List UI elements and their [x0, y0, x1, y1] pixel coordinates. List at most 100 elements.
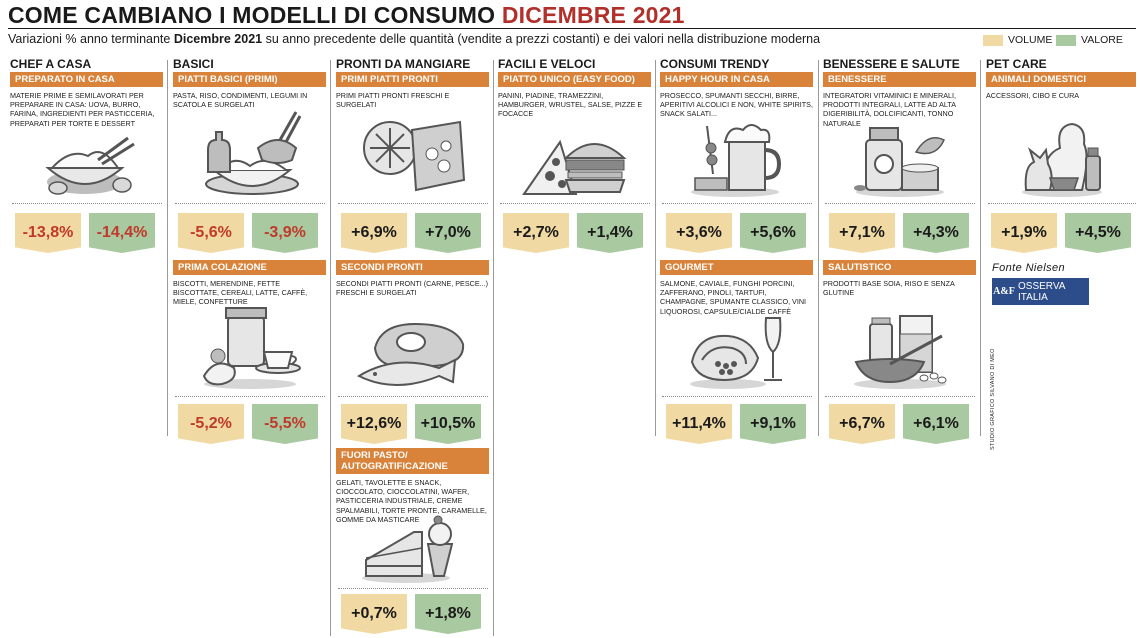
volume-badge-piatti-basici: -5,6% — [178, 213, 244, 253]
page-title: COME CAMBIANO I MODELLI DI CONSUMO DICEM… — [8, 2, 685, 29]
valore-badge-primi-pronti: +7,0% — [415, 213, 481, 253]
legend-volume: VOLUME — [983, 34, 1052, 46]
column-title-chef: CHEF A CASA — [10, 57, 92, 71]
segment-desc-secondi-pronti: SECONDI PIATTI PRONTI (CARNE, PESCE...) … — [336, 279, 489, 298]
segment-label-benessere: BENESSERE — [823, 72, 976, 87]
studio-credit: STUDIO GRAFICO SILVANO DI MEO — [990, 330, 998, 450]
title-main: COME CAMBIANO I MODELLI DI CONSUMO — [8, 2, 502, 28]
soy-milk-icon — [850, 312, 950, 390]
segment-desc-prima-colazione: BISCOTTI, MERENDINE, FETTE BISCOTTATE, C… — [173, 279, 308, 307]
segment-desc-preparato: MATERIE PRIME E SEMILAVORATI PER PREPARA… — [10, 91, 155, 128]
dough-bowl-icon — [40, 130, 140, 198]
column-divider — [818, 60, 819, 436]
column-divider — [330, 60, 331, 636]
column-title-facili: FACILI E VELOCI — [498, 57, 596, 71]
title-rule — [8, 28, 1136, 29]
valore-badge-piatto-unico: +1,4% — [577, 213, 643, 253]
volume-badge-prima-colazione: -5,2% — [178, 404, 244, 444]
column-title-basici: BASICI — [173, 57, 214, 71]
legend-valore-swatch — [1056, 34, 1076, 46]
segment-label-preparato: PREPARATO IN CASA — [10, 72, 163, 87]
legend-volume-label: VOLUME — [1008, 34, 1053, 46]
dotted-separator — [825, 203, 975, 204]
valore-badge-happy-hour: +5,6% — [740, 213, 806, 253]
dotted-separator — [175, 396, 325, 397]
dotted-separator — [988, 203, 1136, 204]
logo-mark: A&F — [993, 279, 1015, 304]
segment-label-gourmet: GOURMET — [660, 260, 813, 275]
segment-desc-benessere: INTEGRATORI VITAMINICI E MINERALI, PRODO… — [823, 91, 956, 128]
volume-badge-primi-pronti: +6,9% — [341, 213, 407, 253]
cake-slice-icon — [360, 514, 460, 584]
legend-volume-swatch — [983, 34, 1003, 46]
frozen-meal-icon — [360, 110, 470, 198]
segment-desc-animali: ACCESSORI, CIBO E CURA — [986, 91, 1080, 100]
volume-badge-fuori-pasto: +0,7% — [341, 594, 407, 634]
logo-text: OSSERVA ITALIA — [1015, 279, 1088, 304]
pasta-plate-icon — [200, 110, 305, 198]
volume-badge-happy-hour: +3,6% — [666, 213, 732, 253]
dotted-separator — [662, 396, 812, 397]
segment-label-animali: ANIMALI DOMESTICI — [986, 72, 1136, 87]
dotted-separator — [338, 396, 488, 397]
segment-label-salutistico: SALUTISTICO — [823, 260, 976, 275]
subtitle-pre: Variazioni % anno terminante — [8, 32, 174, 46]
dotted-separator — [500, 203, 650, 204]
source-label: Fonte Nielsen — [992, 262, 1066, 274]
column-title-pronti: PRONTI DA MANGIARE — [336, 57, 471, 71]
dotted-separator — [12, 203, 162, 204]
valore-badge-benessere: +4,3% — [903, 213, 969, 253]
column-divider — [493, 60, 494, 636]
volume-badge-gourmet: +11,4% — [666, 404, 732, 444]
segment-label-fuori-pasto: FUORI PASTO/ AUTOGRATIFICAZIONE — [336, 448, 489, 474]
segment-label-prima-colazione: PRIMA COLAZIONE — [173, 260, 326, 275]
valore-badge-preparato: -14,4% — [89, 213, 155, 253]
pizza-burger-icon — [520, 128, 630, 198]
volume-badge-preparato: -13,8% — [15, 213, 81, 253]
dotted-separator — [338, 203, 488, 204]
volume-badge-secondi-pronti: +12,6% — [341, 404, 407, 444]
studio-credit-text: STUDIO GRAFICO SILVANO DI MEO — [990, 348, 996, 450]
valore-badge-gourmet: +9,1% — [740, 404, 806, 444]
dotted-separator — [175, 203, 325, 204]
title-accent: DICEMBRE 2021 — [501, 2, 685, 28]
column-title-pet: PET CARE — [986, 57, 1047, 71]
page-subtitle: Variazioni % anno terminante Dicembre 20… — [8, 32, 820, 46]
dotted-separator — [662, 203, 812, 204]
column-divider — [655, 60, 656, 436]
beer-mug-icon — [685, 118, 785, 198]
valore-badge-fuori-pasto: +1,8% — [415, 594, 481, 634]
dog-cat-icon — [1020, 116, 1105, 198]
segment-label-primi-pronti: PRIMI PIATTI PRONTI — [336, 72, 489, 87]
dotted-separator — [825, 396, 975, 397]
meat-fish-icon — [355, 318, 470, 390]
column-title-trendy: CONSUMI TRENDY — [660, 57, 770, 71]
column-divider — [980, 60, 981, 436]
valore-badge-salutistico: +6,1% — [903, 404, 969, 444]
legend-valore: VALORE — [1056, 34, 1123, 46]
segment-label-piatto-unico: PIATTO UNICO (EASY FOOD) — [498, 72, 651, 87]
valore-badge-secondi-pronti: +10,5% — [415, 404, 481, 444]
segment-desc-happy-hour: PROSECCO, SPUMANTI SECCHI, BIRRE, APERIT… — [660, 91, 813, 119]
volume-badge-benessere: +7,1% — [829, 213, 895, 253]
column-title-benessere: BENESSERE E SALUTE — [823, 57, 960, 71]
segment-desc-salutistico: PRODOTTI BASE SOIA, RISO E SENZA GLUTINE — [823, 279, 955, 298]
segment-desc-piatto-unico: PANINI, PIADINE, TRAMEZZINI, HAMBURGER, … — [498, 91, 643, 119]
legend-valore-label: VALORE — [1081, 34, 1123, 46]
segment-label-happy-hour: HAPPY HOUR IN CASA — [660, 72, 813, 87]
valore-badge-animali: +4,5% — [1065, 213, 1131, 253]
segment-label-secondi-pronti: SECONDI PRONTI — [336, 260, 489, 275]
breakfast-icon — [198, 306, 303, 390]
supplements-icon — [850, 122, 950, 198]
osserva-italia-logo: A&F OSSERVA ITALIA — [992, 278, 1089, 305]
subtitle-bold: Dicembre 2021 — [173, 32, 263, 46]
salmon-champagne-icon — [688, 314, 788, 390]
segment-desc-piatti-basici: PASTA, RISO, CONDIMENTI, LEGUMI IN SCATO… — [173, 91, 308, 110]
dotted-separator — [338, 588, 488, 589]
valore-badge-prima-colazione: -5,5% — [252, 404, 318, 444]
valore-badge-piatti-basici: -3,9% — [252, 213, 318, 253]
segment-label-piatti-basici: PIATTI BASICI (PRIMI) — [173, 72, 326, 87]
subtitle-post: su anno precedente delle quantità (vendi… — [262, 32, 821, 46]
volume-badge-animali: +1,9% — [991, 213, 1057, 253]
segment-desc-gourmet: SALMONE, CAVIALE, FUNGHI PORCINI, ZAFFER… — [660, 279, 807, 316]
